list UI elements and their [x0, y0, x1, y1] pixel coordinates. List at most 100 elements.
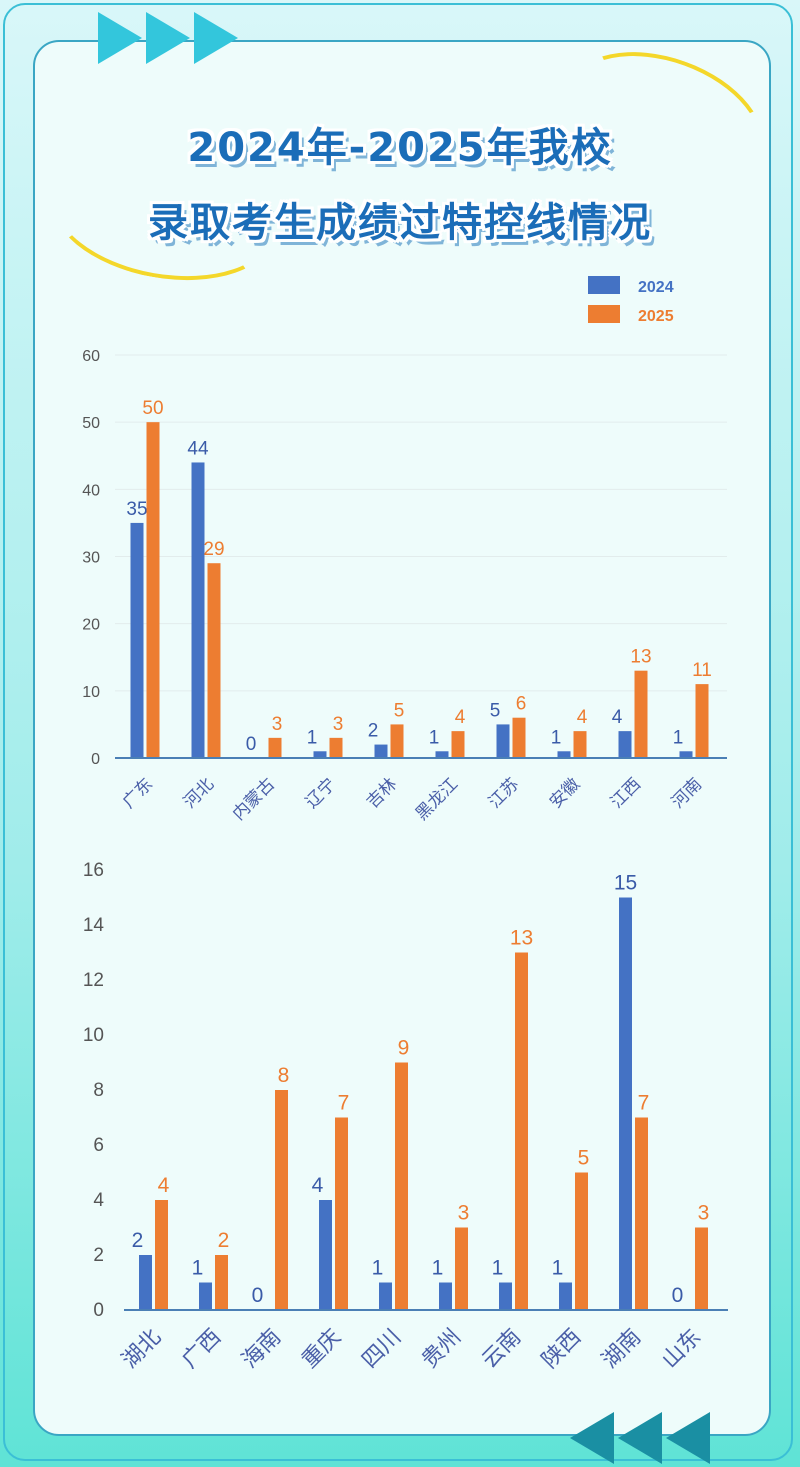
- bar-2024: [618, 731, 632, 758]
- data-label-2025: 3: [333, 714, 344, 735]
- x-category-label: 湖南: [597, 1325, 646, 1374]
- y-tick-label: 8: [93, 1080, 104, 1101]
- data-label-2024: 1: [492, 1257, 504, 1280]
- arrow-decoration-top: [98, 12, 238, 64]
- data-label-2024: 2: [132, 1229, 144, 1252]
- bar-2024: [130, 522, 144, 758]
- legend-swatch-2025: [588, 305, 620, 323]
- bar-2024: [499, 1282, 512, 1310]
- data-label-2025: 6: [516, 694, 527, 715]
- y-tick-label: 12: [83, 970, 104, 991]
- bar-2025: [455, 1227, 468, 1310]
- x-category-label: 安徽: [546, 774, 584, 812]
- x-category-label: 云南: [477, 1325, 526, 1374]
- data-label-2025: 13: [510, 927, 533, 950]
- x-category-label: 重庆: [297, 1325, 346, 1374]
- data-label-2024: 4: [312, 1174, 324, 1197]
- bar-2024: [191, 462, 205, 758]
- data-label-2024: 1: [551, 727, 562, 748]
- x-category-label: 河南: [668, 774, 706, 812]
- data-label-2025: 4: [158, 1174, 170, 1197]
- data-label-2024: 1: [673, 727, 684, 748]
- data-label-2024: 35: [126, 499, 147, 520]
- x-category-label: 海南: [237, 1325, 286, 1374]
- bar-2024: [199, 1282, 212, 1310]
- data-label-2024: 2: [368, 721, 379, 742]
- x-category-label: 山东: [657, 1325, 706, 1374]
- bar-2024: [379, 1282, 392, 1310]
- x-category-label: 辽宁: [302, 774, 340, 812]
- bar-2025: [451, 731, 465, 758]
- data-label-2025: 3: [272, 714, 283, 735]
- data-label-2024: 1: [372, 1257, 384, 1280]
- data-label-2024: 1: [192, 1257, 204, 1280]
- data-label-2025: 2: [218, 1229, 230, 1252]
- bar-2025: [695, 684, 709, 758]
- data-label-2025: 7: [638, 1092, 650, 1115]
- y-tick-label: 10: [83, 1025, 104, 1046]
- bar-2024: [439, 1282, 452, 1310]
- bar-2024: [435, 751, 449, 758]
- bar-2024: [679, 751, 693, 758]
- data-label-2025: 3: [698, 1202, 710, 1225]
- bar-2024: [559, 1282, 572, 1310]
- arrow-decoration-bottom: [570, 1412, 710, 1464]
- bar-2025: [512, 717, 526, 758]
- y-tick-label: 0: [93, 1300, 104, 1321]
- bar-2024: [557, 751, 571, 758]
- bar-2025: [275, 1090, 288, 1310]
- y-tick-label: 6: [93, 1135, 104, 1156]
- data-label-2024: 1: [429, 727, 440, 748]
- bar-2024: [619, 897, 632, 1310]
- data-label-2025: 13: [630, 647, 651, 668]
- x-category-label: 广东: [119, 774, 157, 812]
- data-label-2025: 3: [458, 1202, 470, 1225]
- data-label-2025: 4: [455, 707, 466, 728]
- x-category-label: 黑龙江: [412, 774, 462, 824]
- bar-2025: [575, 1172, 588, 1310]
- bar-2025: [207, 563, 221, 758]
- y-tick-label: 10: [82, 684, 100, 701]
- data-label-2025: 5: [394, 700, 405, 721]
- page-title-line1: 2024年-2025年我校: [187, 125, 613, 171]
- data-label-2025: 11: [692, 660, 712, 681]
- bar-2025: [395, 1062, 408, 1310]
- bar-2025: [215, 1255, 228, 1310]
- data-label-2025: 50: [142, 398, 163, 419]
- x-category-label: 江西: [607, 774, 645, 812]
- bar-2025: [335, 1117, 348, 1310]
- data-label-2024: 0: [252, 1284, 264, 1307]
- bar-2024: [374, 744, 388, 758]
- y-tick-label: 16: [83, 860, 104, 881]
- y-tick-label: 30: [82, 550, 100, 567]
- x-category-label: 陕西: [537, 1325, 586, 1374]
- x-category-label: 江苏: [485, 774, 523, 812]
- data-label-2024: 1: [552, 1257, 564, 1280]
- data-label-2024: 1: [432, 1257, 444, 1280]
- y-tick-label: 20: [82, 617, 100, 634]
- data-label-2025: 9: [398, 1037, 410, 1060]
- x-category-label: 吉林: [363, 774, 401, 812]
- data-label-2024: 4: [612, 707, 623, 728]
- legend-swatch-2024: [588, 276, 620, 294]
- y-tick-label: 60: [82, 348, 100, 365]
- page-title-line2: 录取考生成绩过特控线情况: [148, 200, 652, 246]
- bar-2024: [313, 751, 327, 758]
- bar-2025: [268, 737, 282, 758]
- x-category-label: 内蒙古: [229, 774, 279, 824]
- y-tick-label: 0: [91, 751, 100, 768]
- bar-2025: [390, 724, 404, 758]
- bar-2025: [573, 731, 587, 758]
- x-category-label: 四川: [357, 1325, 406, 1374]
- bar-2024: [496, 724, 510, 758]
- y-tick-label: 4: [93, 1190, 104, 1211]
- data-label-2024: 1: [307, 727, 318, 748]
- legend-label-2025: 2025: [638, 308, 674, 325]
- x-category-label: 贵州: [417, 1325, 466, 1374]
- data-label-2024: 0: [246, 734, 257, 755]
- x-category-label: 广西: [177, 1325, 226, 1374]
- data-label-2024: 5: [490, 700, 501, 721]
- bar-2024: [139, 1255, 152, 1310]
- outer-frame: [3, 3, 793, 1461]
